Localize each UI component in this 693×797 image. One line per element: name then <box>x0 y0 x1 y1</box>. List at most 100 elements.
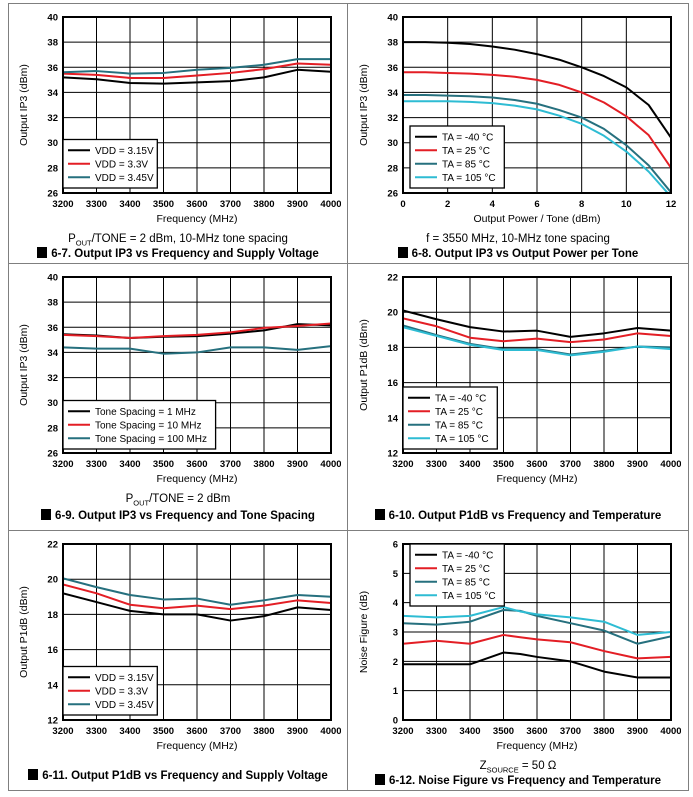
figure-prefix-glyph: 图 <box>374 509 385 520</box>
chart-canvas-6-9: 3200 3300 3400 3500 3600 3700 3800 3900 4000 26 28… <box>18 273 341 486</box>
svg-text:3200: 3200 <box>52 726 73 737</box>
svg-text:3400: 3400 <box>119 199 140 210</box>
series-line <box>62 62 331 79</box>
legend-label: TA = 25 °C <box>442 564 490 575</box>
legend-label: TA = -40 °C <box>442 550 493 561</box>
legend-label: TA = 85 °C <box>435 420 483 431</box>
series-lines <box>62 322 331 355</box>
legend: TA = -40 °C TA = 25 °C TA = 85 °C TA = 105 … <box>408 543 505 607</box>
svg-text:3700: 3700 <box>219 726 240 737</box>
series-line <box>402 633 671 660</box>
x-axis-title: Frequency (MHz) <box>156 740 237 752</box>
chart-caption: 图 6-10. Output P1dB vs Frequency and Temp… <box>374 509 661 522</box>
tick-labels: 3200 3300 3400 3500 3600 3700 3800 3900 4000 26 28… <box>47 13 341 211</box>
svg-text:28: 28 <box>47 423 58 434</box>
svg-text:3500: 3500 <box>152 726 173 737</box>
chart-caption: 图 6-11. Output P1dB vs Frequency and Supp… <box>28 769 328 782</box>
svg-text:32: 32 <box>47 373 58 384</box>
svg-text:3500: 3500 <box>492 459 513 470</box>
series-line <box>402 309 671 338</box>
condition-subscript: OUT <box>75 238 92 248</box>
svg-text:26: 26 <box>47 189 58 200</box>
legend-label: VDD = 3.15V <box>95 146 154 157</box>
svg-text:16: 16 <box>47 645 58 656</box>
axis-titles: Frequency (MHz) Output IP3 (dBm) <box>18 64 238 225</box>
svg-text:36: 36 <box>47 323 58 334</box>
series-line <box>62 58 331 75</box>
legend-label: VDD = 3.3V <box>95 159 148 170</box>
figure-prefix-glyph: 图 <box>37 247 48 258</box>
svg-text:3800: 3800 <box>593 726 614 737</box>
svg-text:3500: 3500 <box>152 199 173 210</box>
legend-label: Tone Spacing = 100 MHz <box>95 434 207 445</box>
condition-text: = 50 Ω <box>518 760 557 772</box>
series-lines <box>62 577 331 622</box>
svg-text:3800: 3800 <box>253 459 274 470</box>
axis-titles: Frequency (MHz) Output P1dB (dBm) <box>18 586 238 752</box>
y-axis-title: Output P1dB (dBm) <box>358 319 370 411</box>
legend-label: TA = 25 °C <box>435 407 483 418</box>
legend-label: TA = 105 °C <box>442 591 496 602</box>
axis-titles: Frequency (MHz) Output IP3 (dBm) <box>18 324 238 485</box>
svg-text:3600: 3600 <box>186 199 207 210</box>
figure-number: 6-7. <box>51 248 72 260</box>
svg-text:14: 14 <box>47 680 58 691</box>
legend-label: VDD = 3.3V <box>95 686 148 697</box>
svg-text:3600: 3600 <box>526 459 547 470</box>
figure-number: 6-10. <box>388 510 415 522</box>
svg-text:3900: 3900 <box>626 726 647 737</box>
condition-text: f = 3550 MHz, 10-MHz tone spacing <box>426 233 610 245</box>
legend-label: TA = 105 °C <box>435 434 489 445</box>
svg-text:3700: 3700 <box>219 459 240 470</box>
series-line <box>62 577 331 606</box>
svg-text:3500: 3500 <box>152 459 173 470</box>
series-line <box>402 606 671 636</box>
figure-number: 6-8. <box>411 248 432 260</box>
svg-text:4000: 4000 <box>660 726 681 737</box>
svg-text:3900: 3900 <box>626 459 647 470</box>
svg-text:3600: 3600 <box>526 726 547 737</box>
legend-label: Tone Spacing = 10 MHz <box>95 420 201 431</box>
svg-text:40: 40 <box>47 13 58 24</box>
condition-subscript: OUT <box>133 498 150 508</box>
axis-titles: Frequency (MHz) Noise Figure (dB) <box>358 591 578 752</box>
plot-border <box>61 276 332 454</box>
chart-canvas-6-11: 3200 3300 3400 3500 3600 3700 3800 3900 4000 12 14… <box>18 540 341 753</box>
svg-text:3800: 3800 <box>253 199 274 210</box>
series-line <box>62 592 331 622</box>
svg-text:6: 6 <box>534 199 539 210</box>
legend: VDD = 3.15V VDD = 3.3V VDD = 3.45V <box>61 138 158 189</box>
axis-titles: Frequency (MHz) Output P1dB (dBm) <box>358 319 578 485</box>
y-axis-title: Output IP3 (dBm) <box>18 324 30 406</box>
y-axis-title: Output IP3 (dBm) <box>358 64 370 146</box>
chart-cell-6-7: 3200 3300 3400 3500 3600 3700 3800 3900 4000 26 28… <box>9 4 348 264</box>
svg-text:3600: 3600 <box>186 459 207 470</box>
chart-cell-6-10: 3200 3300 3400 3500 3600 3700 3800 3900 4000 12 14… <box>348 264 688 531</box>
svg-text:3400: 3400 <box>459 459 480 470</box>
series-lines <box>62 58 331 85</box>
svg-text:32: 32 <box>387 113 398 124</box>
svg-text:3400: 3400 <box>119 726 140 737</box>
svg-text:3300: 3300 <box>425 726 446 737</box>
svg-text:3700: 3700 <box>559 726 580 737</box>
legend-label: TA = 85 °C <box>442 577 490 588</box>
svg-text:3400: 3400 <box>119 459 140 470</box>
figure-title: Output IP3 vs Output Power per Tone <box>434 248 639 260</box>
svg-text:30: 30 <box>47 398 58 409</box>
svg-text:3900: 3900 <box>286 199 307 210</box>
svg-text:22: 22 <box>47 540 58 551</box>
svg-text:1: 1 <box>392 686 398 697</box>
svg-text:38: 38 <box>47 38 58 49</box>
legend-label: VDD = 3.45V <box>95 173 154 184</box>
svg-text:2: 2 <box>392 657 397 668</box>
svg-text:16: 16 <box>387 378 398 389</box>
legend-label: TA = -40 °C <box>435 393 486 404</box>
svg-text:0: 0 <box>400 199 405 210</box>
legend-label: TA = 85 °C <box>442 159 490 170</box>
condition-text: Z <box>479 760 487 772</box>
tick-labels: 3200 3300 3400 3500 3600 3700 3800 3900 4000 12 14… <box>387 273 681 471</box>
svg-text:22: 22 <box>387 273 398 284</box>
svg-text:36: 36 <box>387 63 398 74</box>
figure-prefix-glyph: 图 <box>397 247 408 258</box>
svg-text:6: 6 <box>392 540 397 551</box>
